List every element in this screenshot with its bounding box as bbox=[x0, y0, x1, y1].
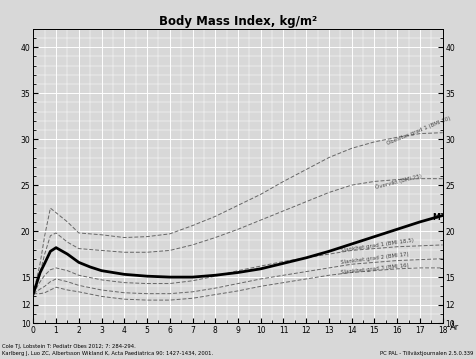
Text: Karlberg J, Luo ZC, Albertsson Wikland K, Acta Paediatrica 90: 1427-1434, 2001.: Karlberg J, Luo ZC, Albertsson Wikland K… bbox=[2, 351, 214, 356]
Text: Slankhet grad 2 (BMI 17): Slankhet grad 2 (BMI 17) bbox=[340, 252, 409, 265]
Text: År: År bbox=[449, 323, 459, 332]
Text: Slankhet grad 3 (BMI 16): Slankhet grad 3 (BMI 16) bbox=[340, 263, 409, 275]
Text: PC PAL - Tillväxtjournalen 2.5.0.339: PC PAL - Tillväxtjournalen 2.5.0.339 bbox=[380, 351, 474, 356]
Text: Slankhet grad 1 (BMI 18,5): Slankhet grad 1 (BMI 18,5) bbox=[340, 238, 414, 253]
Text: M: M bbox=[432, 213, 440, 222]
Title: Body Mass Index, kg/m²: Body Mass Index, kg/m² bbox=[159, 15, 317, 28]
Text: Cole TJ, Lobstein T: Pediatr Obes 2012; 7: 284-294.: Cole TJ, Lobstein T: Pediatr Obes 2012; … bbox=[2, 344, 136, 349]
Text: Övervikt (BMI 25): Övervikt (BMI 25) bbox=[375, 173, 422, 190]
Text: Obesitas grad 1 (BMI 30): Obesitas grad 1 (BMI 30) bbox=[386, 116, 451, 146]
